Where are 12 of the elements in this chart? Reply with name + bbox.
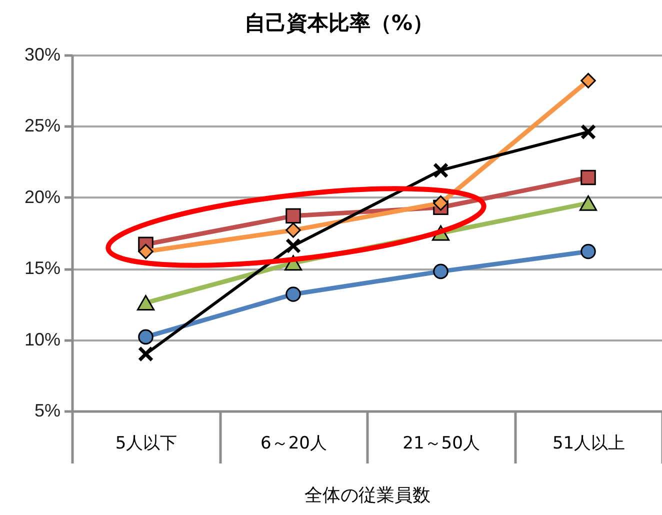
chart-title: 自己資本比率（%） [244,11,434,35]
x-tick-label: 51人以上 [552,434,626,454]
y-tick-label: 25% [24,116,60,136]
x-axis-title: 全体の従業員数 [304,484,430,506]
y-tick-label: 30% [24,44,60,64]
y-tick-label: 10% [24,329,60,350]
x-tick-label: 21～50人 [402,434,480,454]
x-tick-label: 6～20人 [260,434,327,454]
y-tick-label: 5% [34,400,60,420]
y-tick-label: 15% [24,258,60,278]
x-tick-label: 5人以下 [115,434,178,454]
y-tick-label: 20% [24,186,60,207]
